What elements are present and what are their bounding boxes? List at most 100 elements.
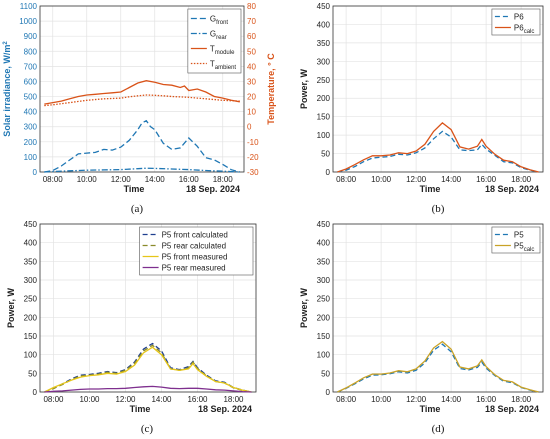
y-tick-label: 200: [317, 94, 331, 103]
x-tick-label: 10:00: [77, 175, 98, 184]
legend-entry: P6: [514, 13, 524, 22]
legend-box: [187, 8, 242, 74]
legend: P5 front calculated P5 rear calculated P5 …: [139, 226, 254, 276]
panel-label-c: (c): [141, 423, 154, 435]
y-axis-label: Power, W: [299, 68, 309, 109]
y-tick-label: 900: [24, 32, 38, 41]
x-tick-label: 18:00: [511, 175, 532, 184]
y-tick-label: 350: [317, 257, 331, 266]
y-axis-label-sup: 2: [3, 41, 9, 45]
legend-entry: Gfront: [210, 15, 229, 27]
legend-entry-name: P5 front calculated: [162, 231, 228, 240]
legend-entry: P5: [514, 231, 524, 240]
y-tick-label: 50: [28, 369, 37, 378]
y-tick-label: 500: [24, 93, 38, 102]
x-tick-label: 16:00: [476, 175, 497, 184]
legend-entry-name: G: [210, 30, 216, 39]
legend-entry-sub: module: [215, 50, 235, 56]
legend-box: [491, 226, 541, 254]
y-right-tick-label: -20: [247, 153, 259, 162]
y-axis-label: Solar irradiance, W/m2: [2, 41, 12, 137]
y-tick-label: 250: [317, 76, 331, 85]
x-tick-label: 08:00: [336, 175, 357, 184]
x-tick-label: 12:00: [111, 175, 132, 184]
y-tick-label: 150: [24, 332, 38, 341]
x-tick-label: 10:00: [371, 395, 392, 404]
y-right-tick-label: 70: [247, 17, 256, 26]
y-tick-label: 250: [317, 295, 331, 304]
chart-panel-d: 0 50 100 150 200 250 300 350 400 450 Power, W 08:00…: [299, 220, 544, 414]
series-line-1: [44, 344, 252, 393]
series-line-1: [44, 167, 240, 173]
x-tick-label: 14:00: [441, 395, 462, 404]
y-tick-label: 400: [24, 108, 38, 117]
legend-entry-name: T: [210, 45, 215, 54]
y-tick-label: 100: [24, 351, 38, 360]
y-tick-label: 450: [24, 220, 38, 229]
y-tick-label: 800: [24, 47, 38, 56]
y-tick-label: 400: [24, 239, 38, 248]
series-line-0: [44, 119, 240, 173]
legend-entry-name: G: [210, 15, 216, 24]
axes-frame: [332, 223, 544, 393]
y-tick-label: 200: [24, 313, 38, 322]
y-tick-label: 150: [317, 113, 331, 122]
legend-entry: Grear: [210, 30, 227, 42]
chart-panel-a: 010020030040050060070080090010001100Sola…: [2, 2, 276, 194]
date-label: 18 Sep. 2024: [485, 184, 539, 194]
date-label: 18 Sep. 2024: [186, 184, 240, 194]
y-tick-label: 0: [33, 388, 38, 397]
legend-entry-sub: calc: [524, 29, 535, 35]
legend-entry-sub: front: [216, 20, 228, 26]
legend-entry-name: T: [210, 60, 215, 69]
x-tick-label: 14:00: [145, 175, 166, 184]
legend-entry-name: P5 rear calculated: [162, 242, 226, 251]
x-tick-label: 08:00: [43, 175, 64, 184]
y-tick-label: 350: [317, 39, 331, 48]
legend-entry-name: P5: [514, 242, 524, 251]
y-right-tick-label: 60: [247, 32, 256, 41]
series-line-0: [44, 342, 252, 393]
y-axis-label: Power, W: [299, 287, 309, 328]
y-tick-label: 300: [24, 276, 38, 285]
legend-entry-name: P6: [514, 24, 524, 33]
y-right-tick-label: 10: [247, 108, 256, 117]
chart-panel-b: 0 50 100 150 200 250 300 350 400 450 Power, W 08:00…: [299, 2, 544, 194]
legend-entry-name: P5: [514, 231, 524, 240]
x-tick-label: 14:00: [441, 175, 462, 184]
series-line-1: [337, 340, 539, 393]
y-axis-label: Power, W: [6, 287, 16, 328]
series-line-3: [44, 94, 240, 107]
y-tick-label: 400: [317, 20, 331, 29]
legend-entry-sub: calc: [524, 247, 535, 253]
y-tick-label: 100: [317, 131, 331, 140]
axes-frame: [332, 5, 544, 173]
y-right-tick-label: 30: [247, 77, 256, 86]
panel-label-a: (a): [131, 203, 144, 215]
x-axis-label: Time: [420, 184, 441, 194]
x-tick-label: 08:00: [43, 395, 64, 404]
x-axis-label: Time: [130, 404, 151, 414]
y-right-tick-label: -30: [247, 168, 259, 177]
y-tick-label: 200: [24, 138, 38, 147]
y-tick-label: 1100: [20, 2, 38, 11]
axes-frame: [39, 5, 245, 173]
y-tick-label: 300: [24, 123, 38, 132]
x-tick-label: 14:00: [151, 395, 172, 404]
legend-entry: Tambient: [210, 60, 237, 72]
x-tick-label: 12:00: [406, 395, 427, 404]
legend-entry: P6calc: [514, 24, 534, 36]
axes-frame: [39, 223, 257, 393]
y-right-axis-label: Temperature, ° C: [266, 53, 276, 125]
y-tick-label: 150: [317, 332, 331, 341]
legend-entry-sub: rear: [216, 35, 227, 41]
y-right-tick-label: 0: [247, 123, 252, 132]
legend-entry: P5 front calculated: [162, 231, 228, 240]
x-tick-label: 12:00: [406, 175, 427, 184]
series-line-1: [337, 122, 539, 173]
x-tick-label: 16:00: [476, 395, 497, 404]
